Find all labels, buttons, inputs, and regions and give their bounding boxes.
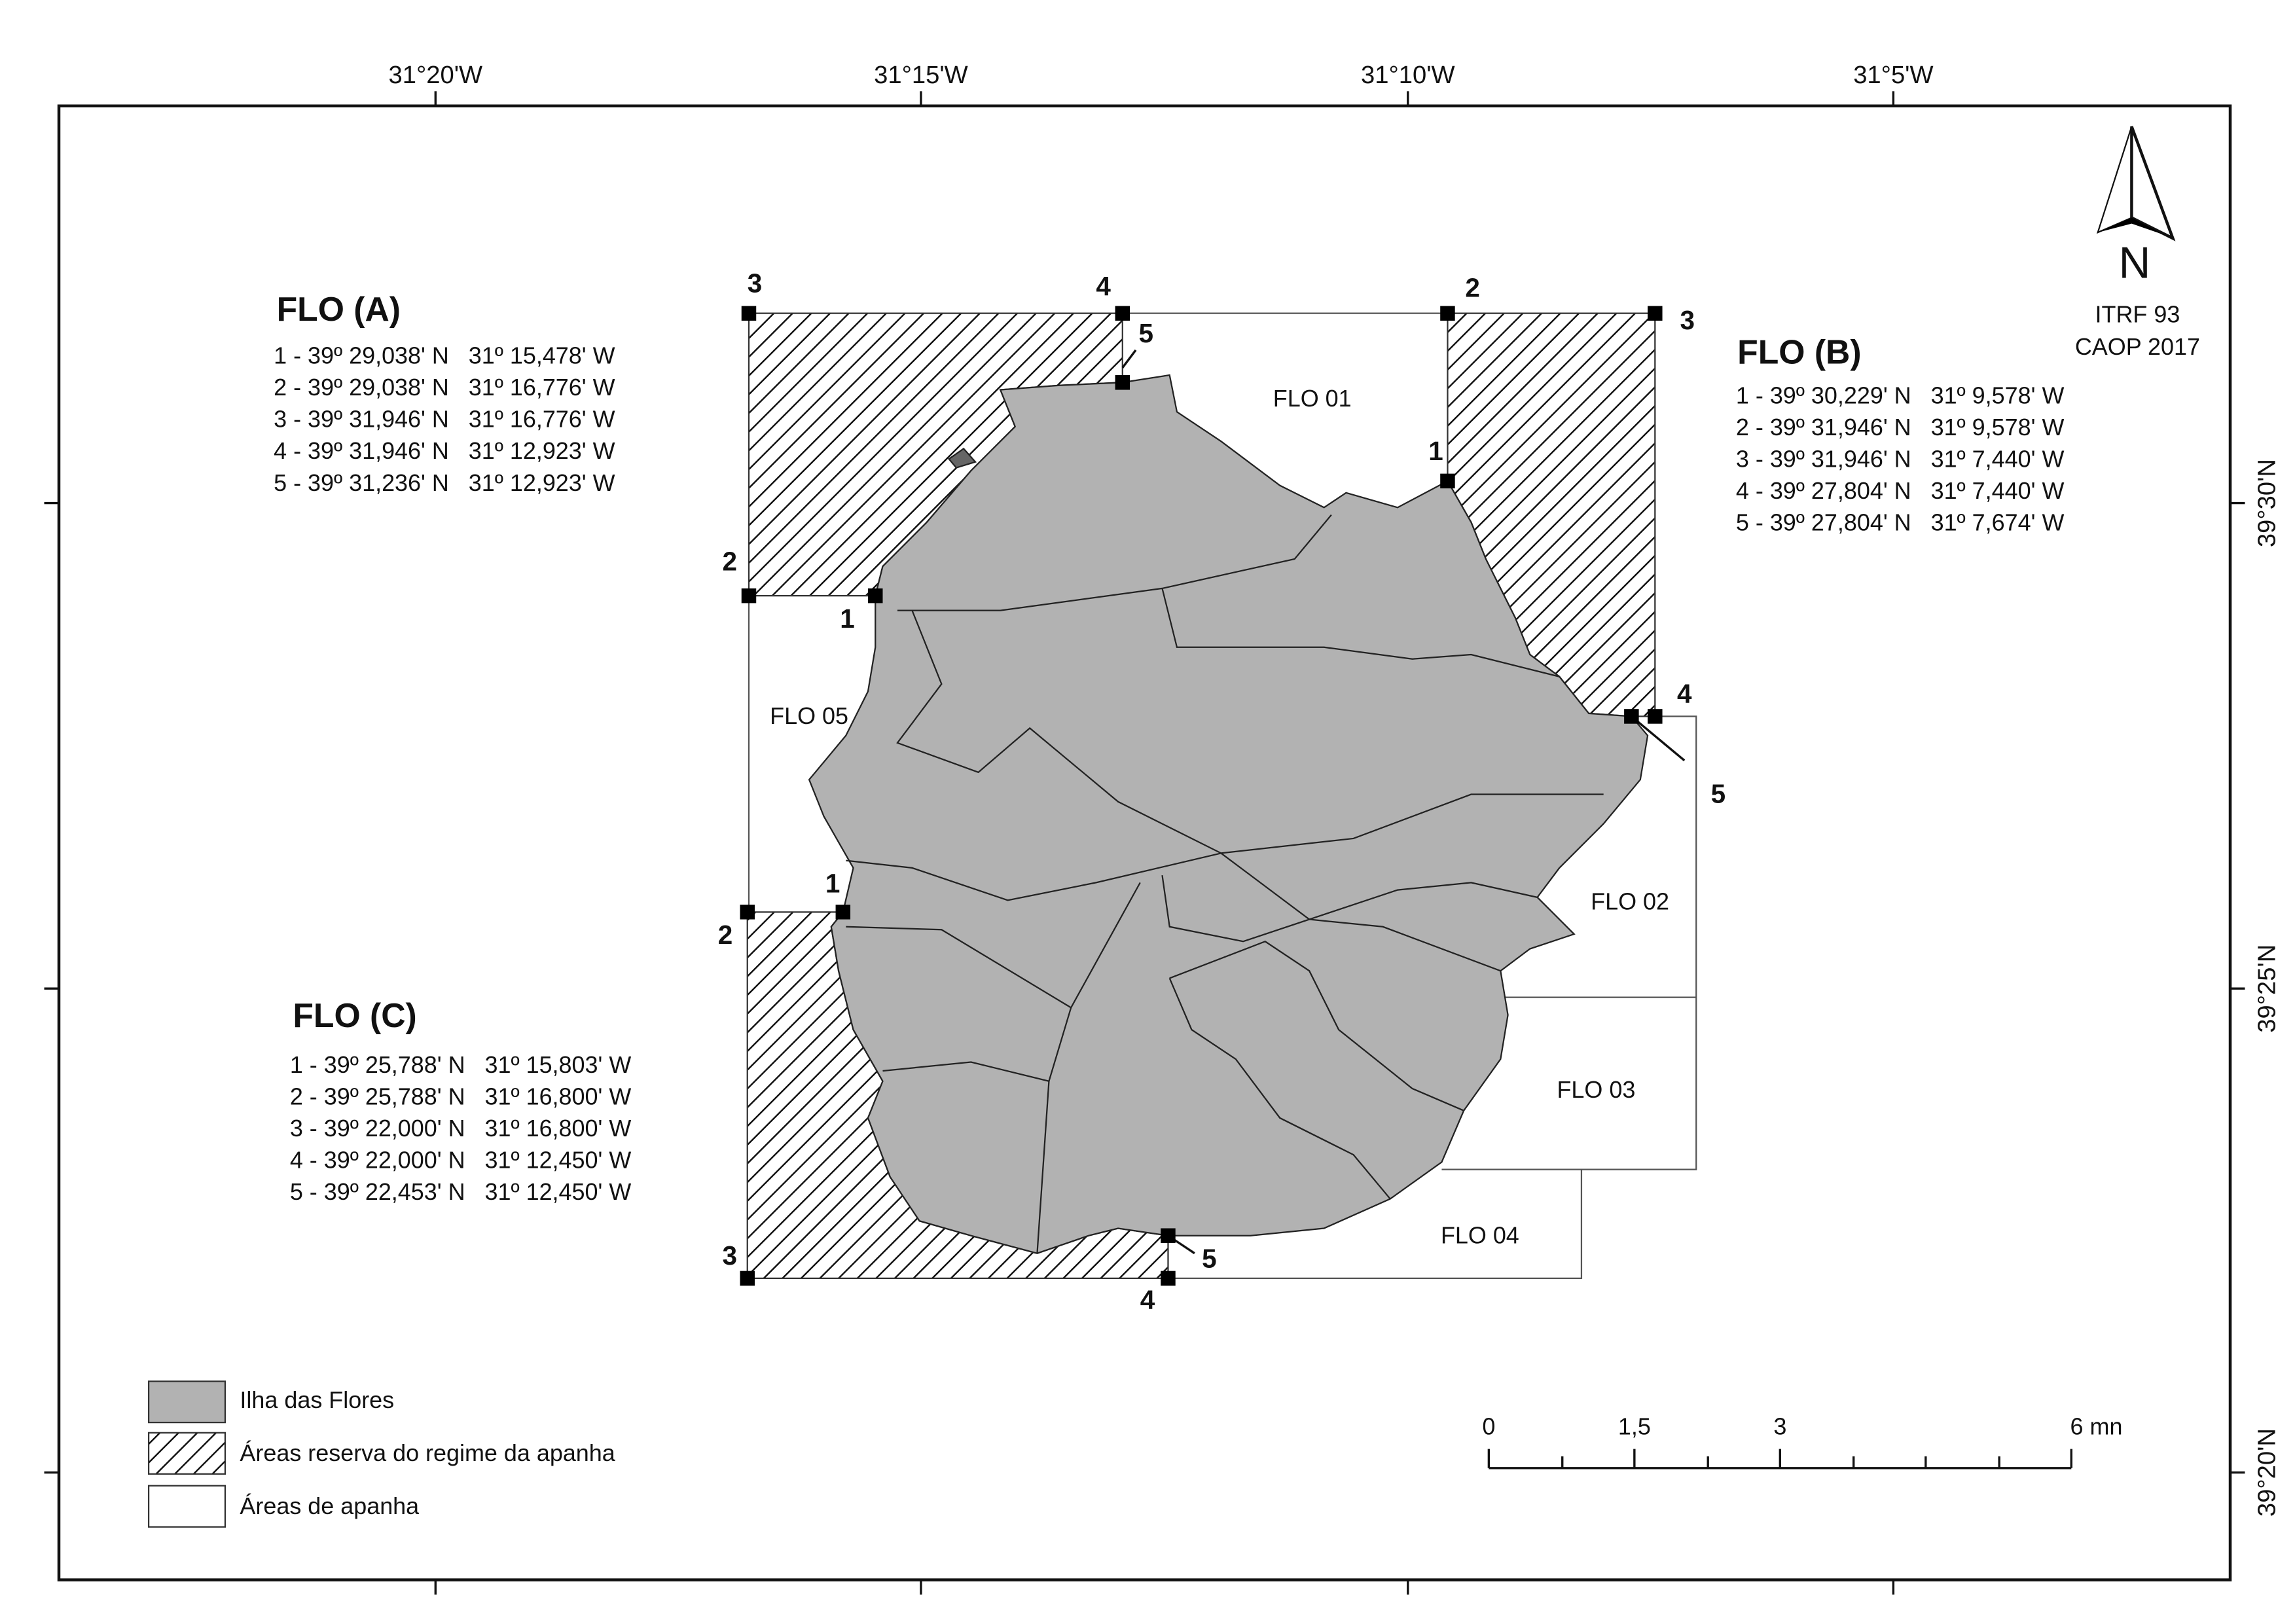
vertex-label: 5 <box>1711 778 1726 808</box>
parish-boundaries <box>846 514 1604 1254</box>
reserve-point: 1 - 39º 30,229' N 31º 9,578' W <box>1736 382 2065 408</box>
vertex-label: 2 <box>1465 272 1480 302</box>
reserve-title: FLO (C) <box>293 996 416 1034</box>
reserve-point: 3 - 39º 31,946' N 31º 7,440' W <box>1736 445 2065 472</box>
reserve-point: 4 - 39º 22,000' N 31º 12,450' W <box>290 1146 632 1173</box>
area-label: FLO 03 <box>1557 1076 1635 1103</box>
reserve-point: 2 - 39º 29,038' N 31º 16,776' W <box>274 374 615 401</box>
vertex-label: 1 <box>1428 436 1443 466</box>
longitude-label: 31°5'W <box>1853 61 1933 89</box>
vertex-markers <box>740 306 1663 1286</box>
datum-label: CAOP 2017 <box>2075 333 2200 360</box>
area-label: FLO 04 <box>1441 1221 1519 1248</box>
reserve-point: 3 - 39º 31,946' N 31º 16,776' W <box>274 406 615 433</box>
area-outlines <box>748 312 1697 1280</box>
area-label: FLO 01 <box>1273 385 1352 412</box>
reserve-point: 3 - 39º 22,000' N 31º 16,800' W <box>290 1115 632 1142</box>
area-label: FLO 02 <box>1591 888 1669 914</box>
area-label: FLO 05 <box>770 702 848 729</box>
legend-swatches <box>147 1380 226 1528</box>
graticule-ticks <box>44 91 2245 1595</box>
scale-label: 1,5 <box>1618 1413 1651 1440</box>
reserve-point: 4 - 39º 31,946' N 31º 12,923' W <box>274 437 615 464</box>
scale-label: 6 mn <box>2070 1413 2123 1440</box>
legend-label: Áreas reserva do regime da apanha <box>240 1439 615 1466</box>
vertex-label: 5 <box>1202 1244 1217 1274</box>
latitude-label: 39°25'N <box>2253 945 2281 1033</box>
vertex-label: 1 <box>825 869 840 899</box>
vertex-label: 4 <box>1096 271 1111 301</box>
vertex-label: 5 <box>1139 318 1154 348</box>
reserve-point: 2 - 39º 31,946' N 31º 9,578' W <box>1736 414 2065 441</box>
legend-label: Áreas de apanha <box>240 1492 419 1519</box>
reserve-title: FLO (A) <box>277 290 401 328</box>
datum-label: ITRF 93 <box>2095 301 2180 328</box>
longitude-label: 31°10'W <box>1361 61 1455 89</box>
longitude-label: 31°20'W <box>389 61 483 89</box>
scale-bar <box>1487 1449 2072 1470</box>
north-arrow <box>2096 126 2176 242</box>
latitude-label: 39°30'N <box>2253 459 2281 547</box>
vertex-label: 3 <box>723 1240 737 1271</box>
reserve-point: 1 - 39º 29,038' N 31º 15,478' W <box>274 342 615 369</box>
vertex-label: 2 <box>718 920 733 950</box>
vertex-label: 4 <box>1140 1285 1155 1315</box>
reserve-point: 2 - 39º 25,788' N 31º 16,800' W <box>290 1083 632 1110</box>
lake <box>947 447 977 469</box>
reserve-areas <box>746 312 1656 1280</box>
island <box>808 374 1649 1254</box>
latitude-label: 39°20'N <box>2253 1428 2281 1517</box>
reserve-point: 1 - 39º 25,788' N 31º 15,803' W <box>290 1051 632 1078</box>
reserve-point: 5 - 39º 22,453' N 31º 12,450' W <box>290 1178 632 1205</box>
scale-label: 3 <box>1773 1413 1786 1440</box>
longitude-label: 31°15'W <box>874 61 968 89</box>
reserve-point: 4 - 39º 27,804' N 31º 7,440' W <box>1736 477 2065 504</box>
vertex-label: 1 <box>840 604 855 634</box>
reserve-point: 5 - 39º 27,804' N 31º 7,674' W <box>1736 509 2065 535</box>
vertex-label: 2 <box>723 546 737 576</box>
legend-label: Ilha das Flores <box>240 1386 394 1413</box>
reserve-title: FLO (B) <box>1737 333 1861 370</box>
vertex-label: 3 <box>1680 305 1695 335</box>
scale-label: 0 <box>1482 1413 1495 1440</box>
north-label: N <box>2119 239 2151 288</box>
vertex-label: 4 <box>1677 679 1692 709</box>
vertex-label: 3 <box>748 268 763 298</box>
reserve-point: 5 - 39º 31,236' N 31º 12,923' W <box>274 469 615 496</box>
